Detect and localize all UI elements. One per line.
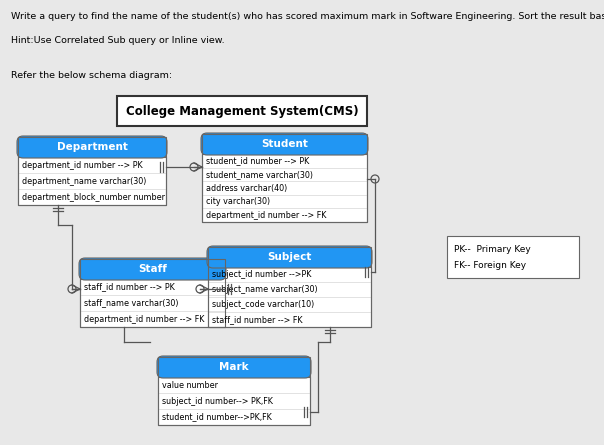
Text: Write a query to find the name of the student(s) who has scored maximum mark in : Write a query to find the name of the st… bbox=[11, 12, 604, 20]
FancyBboxPatch shape bbox=[157, 356, 311, 378]
Text: Mark: Mark bbox=[219, 362, 249, 372]
FancyBboxPatch shape bbox=[447, 236, 579, 278]
Text: department_id number --> FK: department_id number --> FK bbox=[206, 210, 326, 220]
Text: Student: Student bbox=[261, 139, 308, 149]
Text: Staff: Staff bbox=[138, 264, 167, 274]
Text: staff_id number --> PK: staff_id number --> PK bbox=[84, 283, 175, 291]
Text: Hint:Use Correlated Sub query or Inline view.: Hint:Use Correlated Sub query or Inline … bbox=[11, 36, 225, 45]
Text: department_id number --> PK: department_id number --> PK bbox=[22, 161, 143, 170]
Text: department_block_number number: department_block_number number bbox=[22, 193, 165, 202]
FancyBboxPatch shape bbox=[117, 96, 367, 126]
Text: staff_id number --> FK: staff_id number --> FK bbox=[212, 315, 303, 324]
Text: student_name varchar(30): student_name varchar(30) bbox=[206, 170, 313, 179]
Text: Refer the below schema diagram:: Refer the below schema diagram: bbox=[11, 71, 172, 80]
FancyBboxPatch shape bbox=[17, 136, 167, 158]
Text: subject_name varchar(30): subject_name varchar(30) bbox=[212, 285, 318, 294]
FancyBboxPatch shape bbox=[80, 279, 225, 327]
Text: subject_code varchar(10): subject_code varchar(10) bbox=[212, 300, 314, 309]
FancyBboxPatch shape bbox=[201, 133, 368, 155]
FancyBboxPatch shape bbox=[208, 267, 371, 327]
Text: College Management System(CMS): College Management System(CMS) bbox=[126, 105, 358, 117]
Text: Department: Department bbox=[57, 142, 127, 152]
Text: value number: value number bbox=[162, 380, 218, 389]
Text: student_id number --> PK: student_id number --> PK bbox=[206, 156, 309, 165]
Text: staff_name varchar(30): staff_name varchar(30) bbox=[84, 299, 179, 307]
Text: department_id number --> FK: department_id number --> FK bbox=[84, 315, 204, 324]
FancyBboxPatch shape bbox=[202, 154, 367, 222]
Text: city varchar(30): city varchar(30) bbox=[206, 197, 270, 206]
FancyBboxPatch shape bbox=[18, 157, 166, 205]
Text: student_id number-->PK,FK: student_id number-->PK,FK bbox=[162, 413, 272, 421]
FancyBboxPatch shape bbox=[79, 258, 226, 280]
Text: FK-- Foreign Key: FK-- Foreign Key bbox=[454, 260, 526, 270]
Text: address varchar(40): address varchar(40) bbox=[206, 183, 288, 193]
Text: department_name varchar(30): department_name varchar(30) bbox=[22, 177, 146, 186]
Text: PK--  Primary Key: PK-- Primary Key bbox=[454, 244, 531, 254]
Text: subject_id number--> PK,FK: subject_id number--> PK,FK bbox=[162, 396, 273, 405]
Text: subject_id number -->PK: subject_id number -->PK bbox=[212, 270, 312, 279]
FancyBboxPatch shape bbox=[158, 377, 310, 425]
Text: Subject: Subject bbox=[268, 252, 312, 262]
FancyBboxPatch shape bbox=[207, 246, 372, 268]
